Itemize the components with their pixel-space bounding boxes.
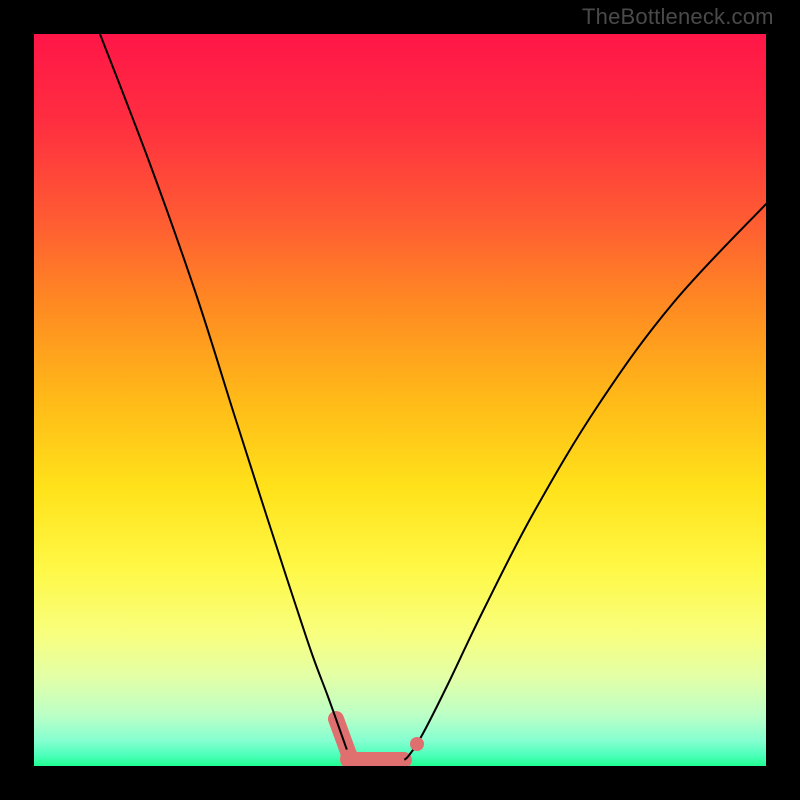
watermark-text: TheBottleneck.com <box>582 4 774 30</box>
plot-area <box>34 34 766 766</box>
marker-dot <box>410 737 424 751</box>
bottleneck-curve <box>100 34 766 763</box>
chart-stage: TheBottleneck.com <box>0 0 800 800</box>
curve-layer <box>34 34 766 766</box>
